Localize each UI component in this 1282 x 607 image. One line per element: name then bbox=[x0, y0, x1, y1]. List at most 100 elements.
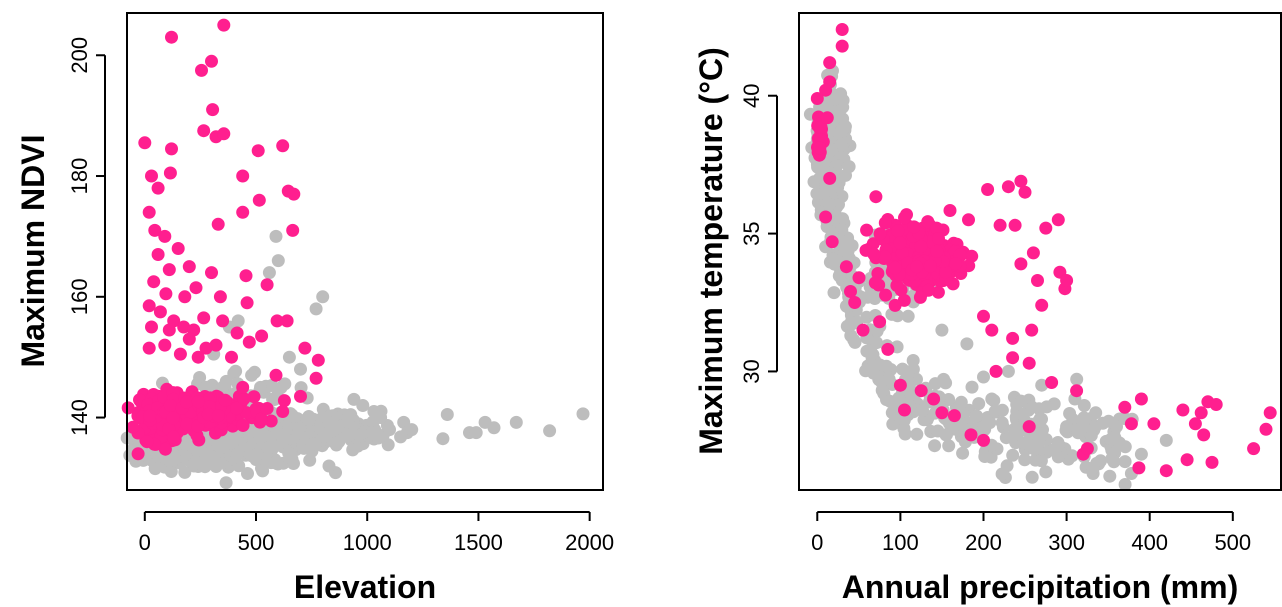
point-pink bbox=[895, 246, 909, 260]
point-pink bbox=[981, 183, 995, 196]
point-gray bbox=[1071, 423, 1085, 437]
point-pink bbox=[145, 169, 158, 183]
x-tick-label: 500 bbox=[1214, 530, 1251, 555]
point-pink bbox=[820, 111, 834, 125]
point-pink bbox=[236, 418, 250, 432]
point-pink bbox=[1014, 257, 1028, 271]
point-gray bbox=[891, 309, 904, 323]
point-pink bbox=[260, 278, 274, 292]
point-pink bbox=[1018, 185, 1032, 199]
point-pink bbox=[217, 127, 231, 141]
point-pink bbox=[166, 411, 180, 425]
plot-frame bbox=[126, 12, 604, 491]
point-pink bbox=[213, 290, 227, 304]
plot-points bbox=[803, 23, 1277, 491]
point-gray bbox=[309, 302, 323, 316]
point-pink bbox=[839, 260, 853, 274]
point-pink bbox=[173, 347, 187, 361]
point-gray bbox=[316, 290, 330, 304]
point-gray bbox=[1134, 447, 1148, 461]
point-pink bbox=[177, 320, 191, 334]
point-pink bbox=[270, 314, 284, 328]
point-pink bbox=[1188, 417, 1202, 431]
point-pink bbox=[277, 394, 291, 408]
point-gray bbox=[901, 309, 915, 323]
point-pink bbox=[891, 224, 905, 238]
point-gray bbox=[344, 428, 357, 442]
point-pink bbox=[236, 205, 250, 219]
point-pink bbox=[205, 54, 218, 68]
point-gray bbox=[835, 124, 849, 138]
point-pink bbox=[873, 227, 887, 241]
point-pink bbox=[287, 187, 301, 201]
point-gray bbox=[942, 439, 956, 453]
point-pink bbox=[280, 314, 294, 328]
point-gray bbox=[848, 335, 862, 349]
point-pink bbox=[888, 298, 902, 312]
point-pink bbox=[255, 329, 269, 343]
point-gray bbox=[845, 239, 859, 253]
point-gray bbox=[954, 418, 968, 432]
point-pink bbox=[217, 18, 231, 32]
point-gray bbox=[1018, 453, 1032, 467]
point-pink bbox=[910, 260, 924, 274]
point-gray bbox=[1086, 461, 1100, 475]
point-gray bbox=[1089, 406, 1103, 420]
point-gray bbox=[294, 362, 307, 376]
point-gray bbox=[405, 423, 419, 437]
point-gray bbox=[226, 436, 240, 449]
plot-points bbox=[120, 18, 590, 490]
point-pink bbox=[218, 393, 232, 407]
point-pink bbox=[247, 390, 261, 404]
point-pink bbox=[153, 305, 167, 319]
point-pink bbox=[211, 217, 225, 231]
point-gray bbox=[832, 269, 846, 283]
point-gray bbox=[983, 416, 997, 430]
point-gray bbox=[978, 450, 992, 463]
point-gray bbox=[910, 427, 924, 441]
point-pink bbox=[1176, 403, 1190, 417]
point-pink bbox=[878, 216, 892, 230]
point-pink bbox=[236, 380, 250, 394]
point-pink bbox=[180, 417, 194, 431]
x-tick-label: 1000 bbox=[343, 530, 392, 555]
point-pink bbox=[197, 311, 211, 325]
point-gray bbox=[954, 395, 968, 409]
point-pink bbox=[211, 409, 225, 423]
point-gray bbox=[180, 447, 193, 461]
point-pink bbox=[819, 210, 833, 224]
x-tick-label: 0 bbox=[811, 530, 823, 555]
point-pink bbox=[264, 414, 278, 428]
x-tick-label: 100 bbox=[882, 530, 919, 555]
point-pink bbox=[1001, 180, 1015, 194]
point-pink bbox=[178, 290, 192, 304]
point-pink bbox=[898, 403, 911, 417]
point-pink bbox=[962, 213, 975, 227]
point-pink bbox=[844, 285, 857, 298]
point-gray bbox=[960, 337, 974, 351]
point-gray bbox=[939, 428, 953, 442]
point-pink bbox=[142, 299, 156, 313]
point-pink bbox=[126, 420, 140, 434]
point-gray bbox=[262, 266, 276, 280]
point-pink bbox=[1026, 246, 1040, 260]
point-pink bbox=[171, 242, 185, 255]
point-pink bbox=[1159, 464, 1173, 478]
x-tick-label: 300 bbox=[1048, 530, 1085, 555]
point-pink bbox=[1147, 417, 1161, 431]
point-pink bbox=[142, 205, 156, 219]
point-pink bbox=[286, 223, 300, 237]
plot-frame bbox=[798, 12, 1282, 491]
point-gray bbox=[1008, 425, 1022, 439]
point-pink bbox=[230, 326, 244, 340]
point-pink bbox=[1006, 351, 1020, 365]
point-pink bbox=[191, 395, 205, 409]
point-pink bbox=[1051, 213, 1065, 227]
point-pink bbox=[888, 261, 902, 275]
point-pink bbox=[163, 399, 177, 412]
point-pink bbox=[239, 269, 253, 283]
point-gray bbox=[1077, 399, 1091, 412]
point-pink bbox=[206, 103, 220, 117]
point-pink bbox=[907, 220, 921, 234]
